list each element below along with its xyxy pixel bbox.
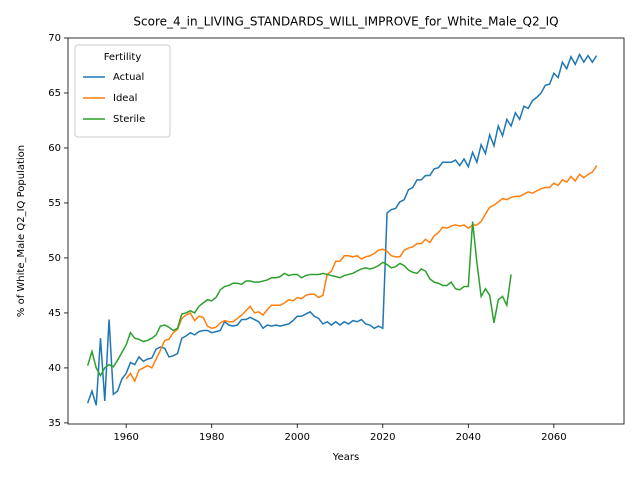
y-tick-label: 45 — [48, 308, 61, 319]
y-tick-label: 70 — [48, 33, 61, 44]
x-tick-label: 2060 — [541, 432, 566, 443]
y-tick-label: 35 — [48, 418, 61, 429]
legend-label: Actual — [113, 72, 144, 83]
x-tick-label: 2000 — [285, 432, 310, 443]
y-tick-label: 50 — [48, 253, 61, 264]
chart-title: Score_4_in_LIVING_STANDARDS_WILL_IMPROVE… — [133, 15, 558, 29]
legend-label: Ideal — [113, 93, 137, 104]
legend-box — [74, 44, 171, 138]
y-tick-label: 55 — [48, 198, 61, 209]
x-tick-label: 1980 — [199, 432, 224, 443]
x-tick-label: 2040 — [456, 432, 481, 443]
line-series — [86, 221, 512, 378]
x-tick-label: 2020 — [370, 432, 395, 443]
y-axis-label: % of White_Male Q2_IQ Population — [16, 145, 27, 317]
legend-title: Fertility — [104, 52, 142, 63]
legend: Fertility Actual Ideal Sterile — [74, 44, 171, 138]
x-axis-label: Years — [332, 452, 359, 463]
y-tick-label: 65 — [48, 88, 61, 99]
line-series — [86, 52, 598, 406]
y-tick-label: 60 — [48, 143, 61, 154]
x-tick-label: 1960 — [113, 432, 138, 443]
legend-label: Sterile — [113, 114, 145, 125]
y-tick-label: 40 — [48, 363, 61, 374]
plot-frame — [67, 37, 625, 425]
line-series — [125, 165, 598, 383]
